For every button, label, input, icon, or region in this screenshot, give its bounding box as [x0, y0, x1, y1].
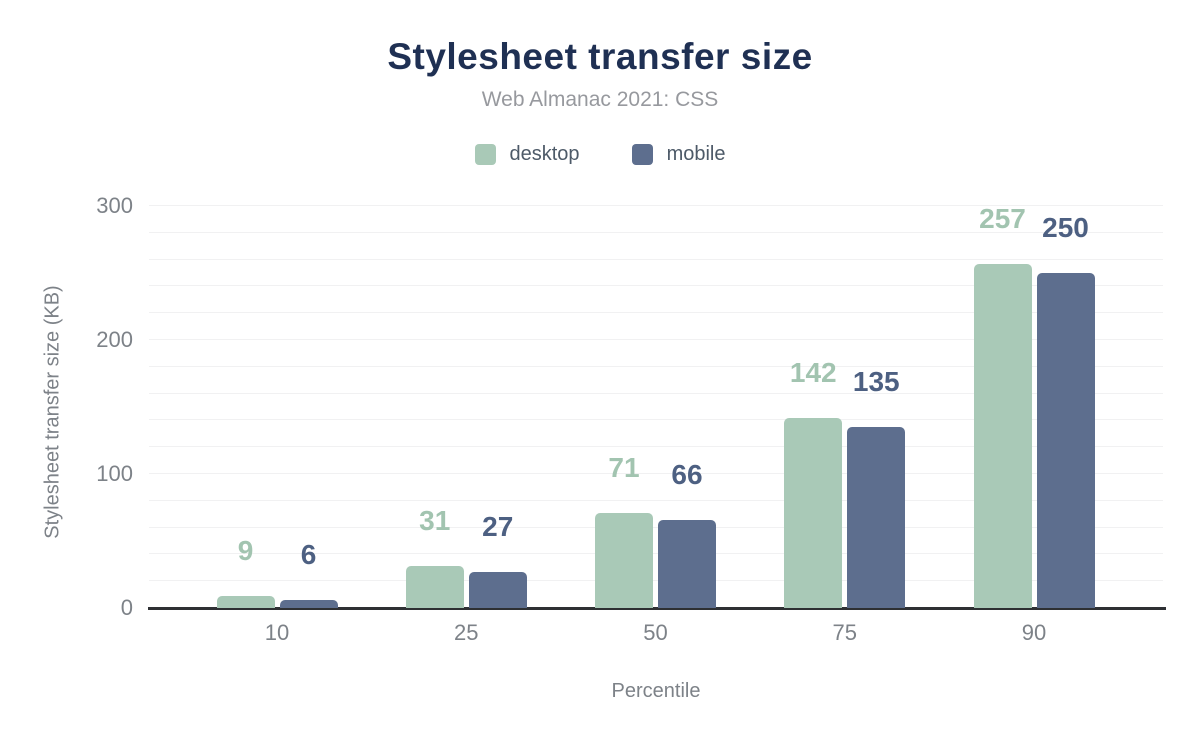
value-label-desktop-p75: 142: [789, 356, 837, 388]
gridline-260: [149, 258, 1163, 260]
x-tick-label-25: 25: [454, 620, 479, 645]
bar-desktop-p75[interactable]: [784, 417, 843, 608]
legend-label-mobile: mobile: [666, 143, 726, 165]
bar-mobile-p50[interactable]: [658, 519, 716, 608]
gridline-220: [149, 312, 1163, 314]
bar-mobile-p10[interactable]: [279, 599, 338, 608]
x-tick-label-75: 75: [832, 620, 857, 645]
y-tick-label-200: 200: [96, 327, 133, 352]
gridline-60: [149, 526, 1163, 528]
value-label-desktop-p25: 31: [419, 505, 451, 537]
plot-area: [149, 205, 1163, 608]
legend: desktop mobile: [0, 143, 1200, 166]
x-axis-line: [148, 607, 1166, 610]
x-axis-title: Percentile: [611, 680, 701, 702]
x-tick-label-50: 50: [643, 620, 668, 645]
x-tick-label-90: 90: [1021, 620, 1047, 645]
value-label-mobile-p50: 66: [671, 458, 703, 490]
gridline-100: [149, 473, 1163, 474]
y-tick-label-100: 100: [96, 461, 133, 486]
gridline-120: [149, 446, 1163, 448]
value-label-mobile-p75: 135: [852, 366, 900, 398]
gridline-80: [149, 499, 1163, 501]
chart-subtitle: Web Almanac 2021: CSS: [481, 88, 719, 111]
bar-desktop-p50[interactable]: [595, 512, 653, 608]
value-label-mobile-p10: 6: [300, 538, 317, 570]
gridline-20: [149, 580, 1163, 582]
bar-desktop-p90[interactable]: [973, 263, 1032, 608]
gridline-140: [149, 419, 1163, 421]
value-label-mobile-p90: 250: [1042, 212, 1089, 243]
gridline-240: [149, 285, 1163, 287]
chart-title: Stylesheet transfer size: [387, 36, 813, 77]
legend-swatch-mobile-icon: [631, 144, 653, 165]
value-label-desktop-p10: 9: [237, 534, 254, 566]
bar-desktop-p25[interactable]: [405, 566, 464, 608]
gridline-280: [149, 231, 1163, 233]
gridline-160: [149, 392, 1163, 394]
legend-swatch-desktop-icon: [474, 144, 496, 165]
gridline-200: [149, 339, 1163, 340]
y-tick-label-300: 300: [96, 193, 133, 218]
legend-item-mobile[interactable]: mobile: [631, 143, 726, 166]
legend-item-desktop[interactable]: desktop: [474, 143, 580, 166]
x-tick-label-10: 10: [264, 620, 290, 645]
y-axis-title: Stylesheet transfer size (KB): [41, 285, 64, 539]
gridline-300: [149, 205, 1163, 206]
bar-mobile-p75[interactable]: [847, 427, 906, 608]
value-label-mobile-p25: 27: [482, 510, 514, 542]
value-label-desktop-p50: 71: [608, 451, 640, 483]
bar-mobile-p90[interactable]: [1036, 273, 1095, 608]
value-label-desktop-p90: 257: [979, 202, 1026, 234]
gridline-40: [149, 553, 1163, 555]
bar-desktop-p10[interactable]: [216, 595, 275, 608]
y-tick-label-0: 0: [120, 595, 133, 620]
bar-mobile-p25[interactable]: [468, 571, 527, 608]
gridline-180: [149, 365, 1163, 367]
legend-label-desktop: desktop: [509, 143, 580, 165]
